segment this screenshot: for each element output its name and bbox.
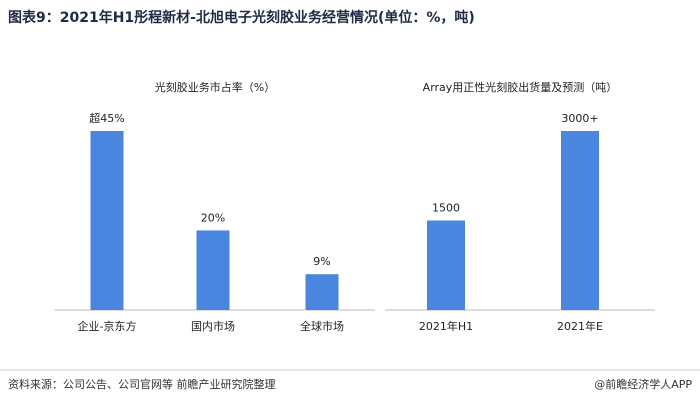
chart-title: 光刻胶业务市占率（%） — [155, 80, 275, 94]
page-title: 图表9：2021年H1彤程新材-北旭电子光刻胶业务经营情况(单位：%，吨) — [8, 9, 475, 26]
x-tick-label: 全球市场 — [300, 319, 344, 333]
chart-title: Array用正性光刻胶出货量及预测（吨） — [423, 80, 618, 94]
value-label: 3000+ — [561, 112, 598, 125]
value-label: 20% — [201, 211, 225, 224]
bar — [196, 230, 230, 310]
bar — [427, 220, 465, 310]
value-label: 1500 — [432, 202, 460, 215]
x-tick-label: 2021年E — [557, 319, 603, 333]
bar — [305, 274, 339, 310]
value-label: 9% — [313, 255, 330, 268]
brand: @前瞻经济学人APP — [594, 377, 692, 391]
value-label: 超45% — [89, 111, 124, 125]
x-tick-label: 2021年H1 — [419, 319, 473, 333]
bar — [90, 131, 124, 310]
x-tick-label: 国内市场 — [191, 319, 235, 333]
bar — [561, 131, 599, 310]
x-tick-label: 企业-京东方 — [78, 319, 137, 333]
source: 资料来源：公司公告、公司官网等 前瞻产业研究院整理 — [8, 377, 276, 391]
